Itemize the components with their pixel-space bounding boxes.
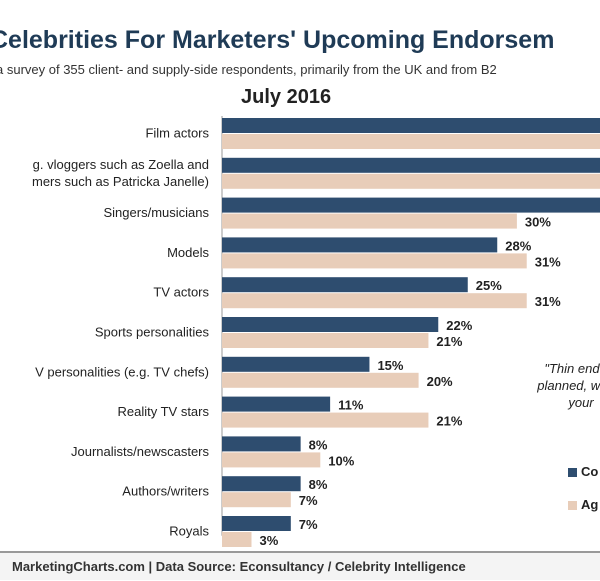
category-label: g. vloggers such as Zoella and mers such … — [32, 157, 209, 189]
data-label-series2: 21% — [436, 334, 462, 349]
data-label-series2: 31% — [535, 254, 561, 269]
legend-item-series1: Co — [568, 464, 598, 479]
data-label-series1: 22% — [446, 318, 472, 333]
category-label: Royals — [169, 524, 209, 539]
category-label: Singers/musicians — [104, 205, 210, 220]
data-label-series1: 11% — [338, 398, 364, 413]
data-label-series1: 28% — [505, 238, 531, 253]
data-label-series1: 15% — [377, 358, 403, 373]
data-label-series1: 7% — [299, 517, 318, 532]
category-label: Film actors — [145, 126, 209, 141]
category-label: Journalists/newscasters — [71, 444, 209, 459]
chart-title: Celebrities For Marketers' Upcoming Endo… — [0, 26, 555, 54]
data-label-series1: 8% — [309, 477, 328, 492]
bar-series1 — [222, 277, 468, 293]
data-label-series1: 8% — [309, 437, 328, 452]
legend-item-series2: Ag — [568, 497, 598, 512]
legend-swatch-series1 — [568, 468, 577, 478]
data-label-series2: 7% — [299, 493, 318, 508]
bar-chart: Film actors g. vloggers such as Zoella an… — [32, 116, 600, 548]
data-label-series1: 25% — [476, 278, 502, 293]
category-label: Authors/writers — [122, 484, 209, 499]
data-label-series2: 21% — [436, 414, 462, 429]
category-label: Models — [167, 245, 209, 260]
bar-series2 — [222, 532, 252, 547]
bar-series2 — [222, 253, 527, 269]
bar-series1 — [222, 197, 600, 213]
data-label-series2: 30% — [525, 215, 551, 230]
category-label: Sports personalities — [95, 325, 210, 340]
date-label: July 2016 — [241, 86, 332, 108]
bar-series1 — [222, 516, 291, 531]
bar-series1 — [222, 237, 498, 253]
bar-series2 — [222, 492, 291, 508]
bar-series1 — [222, 396, 331, 412]
bar-series1 — [222, 476, 301, 492]
legend-label-series1: Co — [581, 464, 599, 479]
bar-series2 — [222, 293, 527, 309]
category-label: V personalities (e.g. TV chefs) — [35, 364, 209, 379]
bar-series2 — [222, 452, 321, 468]
quote-text: "Thin endors planned, would your — [537, 361, 600, 410]
category-label: Reality TV stars — [117, 404, 209, 419]
footer-source: MarketingCharts.com | Data Source: Econs… — [0, 551, 600, 580]
bar-series1 — [222, 436, 301, 452]
bar-series2 — [222, 412, 429, 428]
legend-swatch-series2 — [568, 501, 577, 511]
bar-series2 — [222, 333, 429, 348]
bar-series1 — [222, 317, 439, 332]
category-label: TV actors — [153, 285, 209, 300]
bar-series1 — [222, 157, 600, 173]
data-label-series2: 20% — [427, 374, 453, 389]
legend-label-series2: Ag — [581, 497, 599, 512]
data-label-series2: 10% — [328, 453, 354, 468]
data-label-series2: 31% — [535, 294, 561, 309]
bar-series2 — [222, 213, 517, 229]
bar-series2 — [222, 134, 600, 149]
bar-series2 — [222, 173, 600, 189]
data-label-series2: 3% — [259, 533, 278, 548]
bar-series1 — [222, 118, 600, 133]
chart-subtitle: a survey of 355 client- and supply-side … — [0, 62, 497, 77]
bar-series1 — [222, 356, 370, 372]
bar-series2 — [222, 372, 419, 388]
